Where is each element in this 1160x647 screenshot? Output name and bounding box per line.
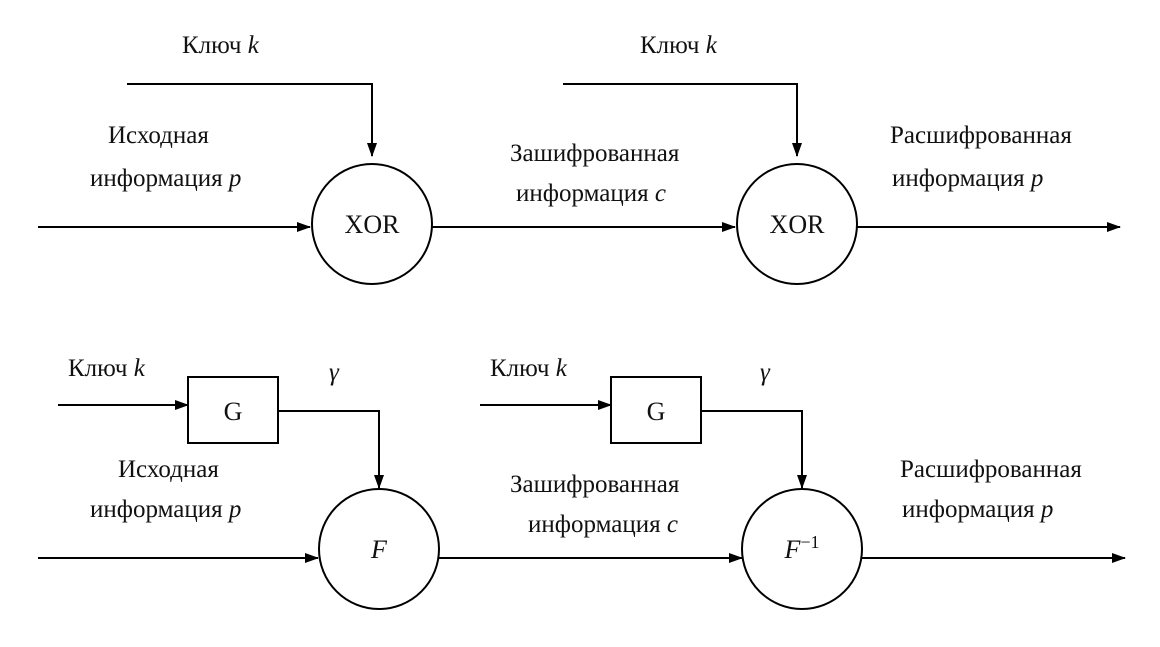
top-xor-node-1-label: XOR	[345, 210, 401, 239]
bottom-f-inverse-node	[741, 488, 863, 610]
top-xor-node-2	[736, 163, 858, 285]
bottom-input-label-line2: информация p	[90, 496, 241, 523]
bottom-key1-label: Ключ k	[68, 355, 146, 382]
top-key1-label: Ключ k	[182, 32, 260, 59]
bottom-gamma2-arrow	[701, 410, 807, 489]
bottom-f-node	[318, 488, 440, 610]
bottom-scheme: Ключ k G γ Ключ k G γ Исходная информаци…	[38, 355, 1126, 610]
top-decrypted-label-line1: Расшифрованная	[890, 122, 1072, 149]
bottom-encrypted-label-line2: информация c	[528, 511, 678, 538]
bottom-input-label-line1: Исходная	[118, 456, 219, 483]
top-encrypted-label-line1: Зашифрованная	[510, 140, 680, 167]
bottom-decrypted-label-line2: информация p	[902, 496, 1053, 523]
top-input-label-line1: Исходная	[108, 122, 209, 149]
bottom-encrypted-label-line1: Зашифрованная	[510, 471, 680, 498]
top-xor-node-1	[311, 163, 433, 285]
bottom-decrypted-label-line1: Расшифрованная	[900, 456, 1082, 483]
bottom-gamma2-label: γ	[760, 359, 771, 386]
bottom-key2-label: Ключ k	[490, 355, 568, 382]
top-encrypted-label-line2: информация c	[516, 180, 666, 207]
bottom-gamma1-arrow	[278, 410, 384, 489]
top-key2-label: Ключ k	[640, 32, 718, 59]
bottom-gamma1-label: γ	[329, 359, 340, 386]
bottom-generator-box-2-label: G	[647, 397, 666, 426]
bottom-generator-box-1	[187, 376, 279, 444]
bottom-f-node-label: F	[370, 535, 388, 564]
top-input-label-line2: информация p	[90, 165, 241, 192]
top-key2-arrow	[563, 83, 802, 157]
top-key1-arrow	[127, 83, 377, 157]
top-xor-node-2-label: XOR	[770, 210, 826, 239]
top-scheme: Ключ k Ключ k Исходная информация p XOR …	[38, 32, 1121, 285]
bottom-generator-box-2	[610, 376, 702, 444]
top-decrypted-label-line2: информация p	[892, 165, 1043, 192]
bottom-generator-box-1-label: G	[224, 397, 243, 426]
bottom-f-inverse-node-label: F−1	[783, 532, 819, 564]
